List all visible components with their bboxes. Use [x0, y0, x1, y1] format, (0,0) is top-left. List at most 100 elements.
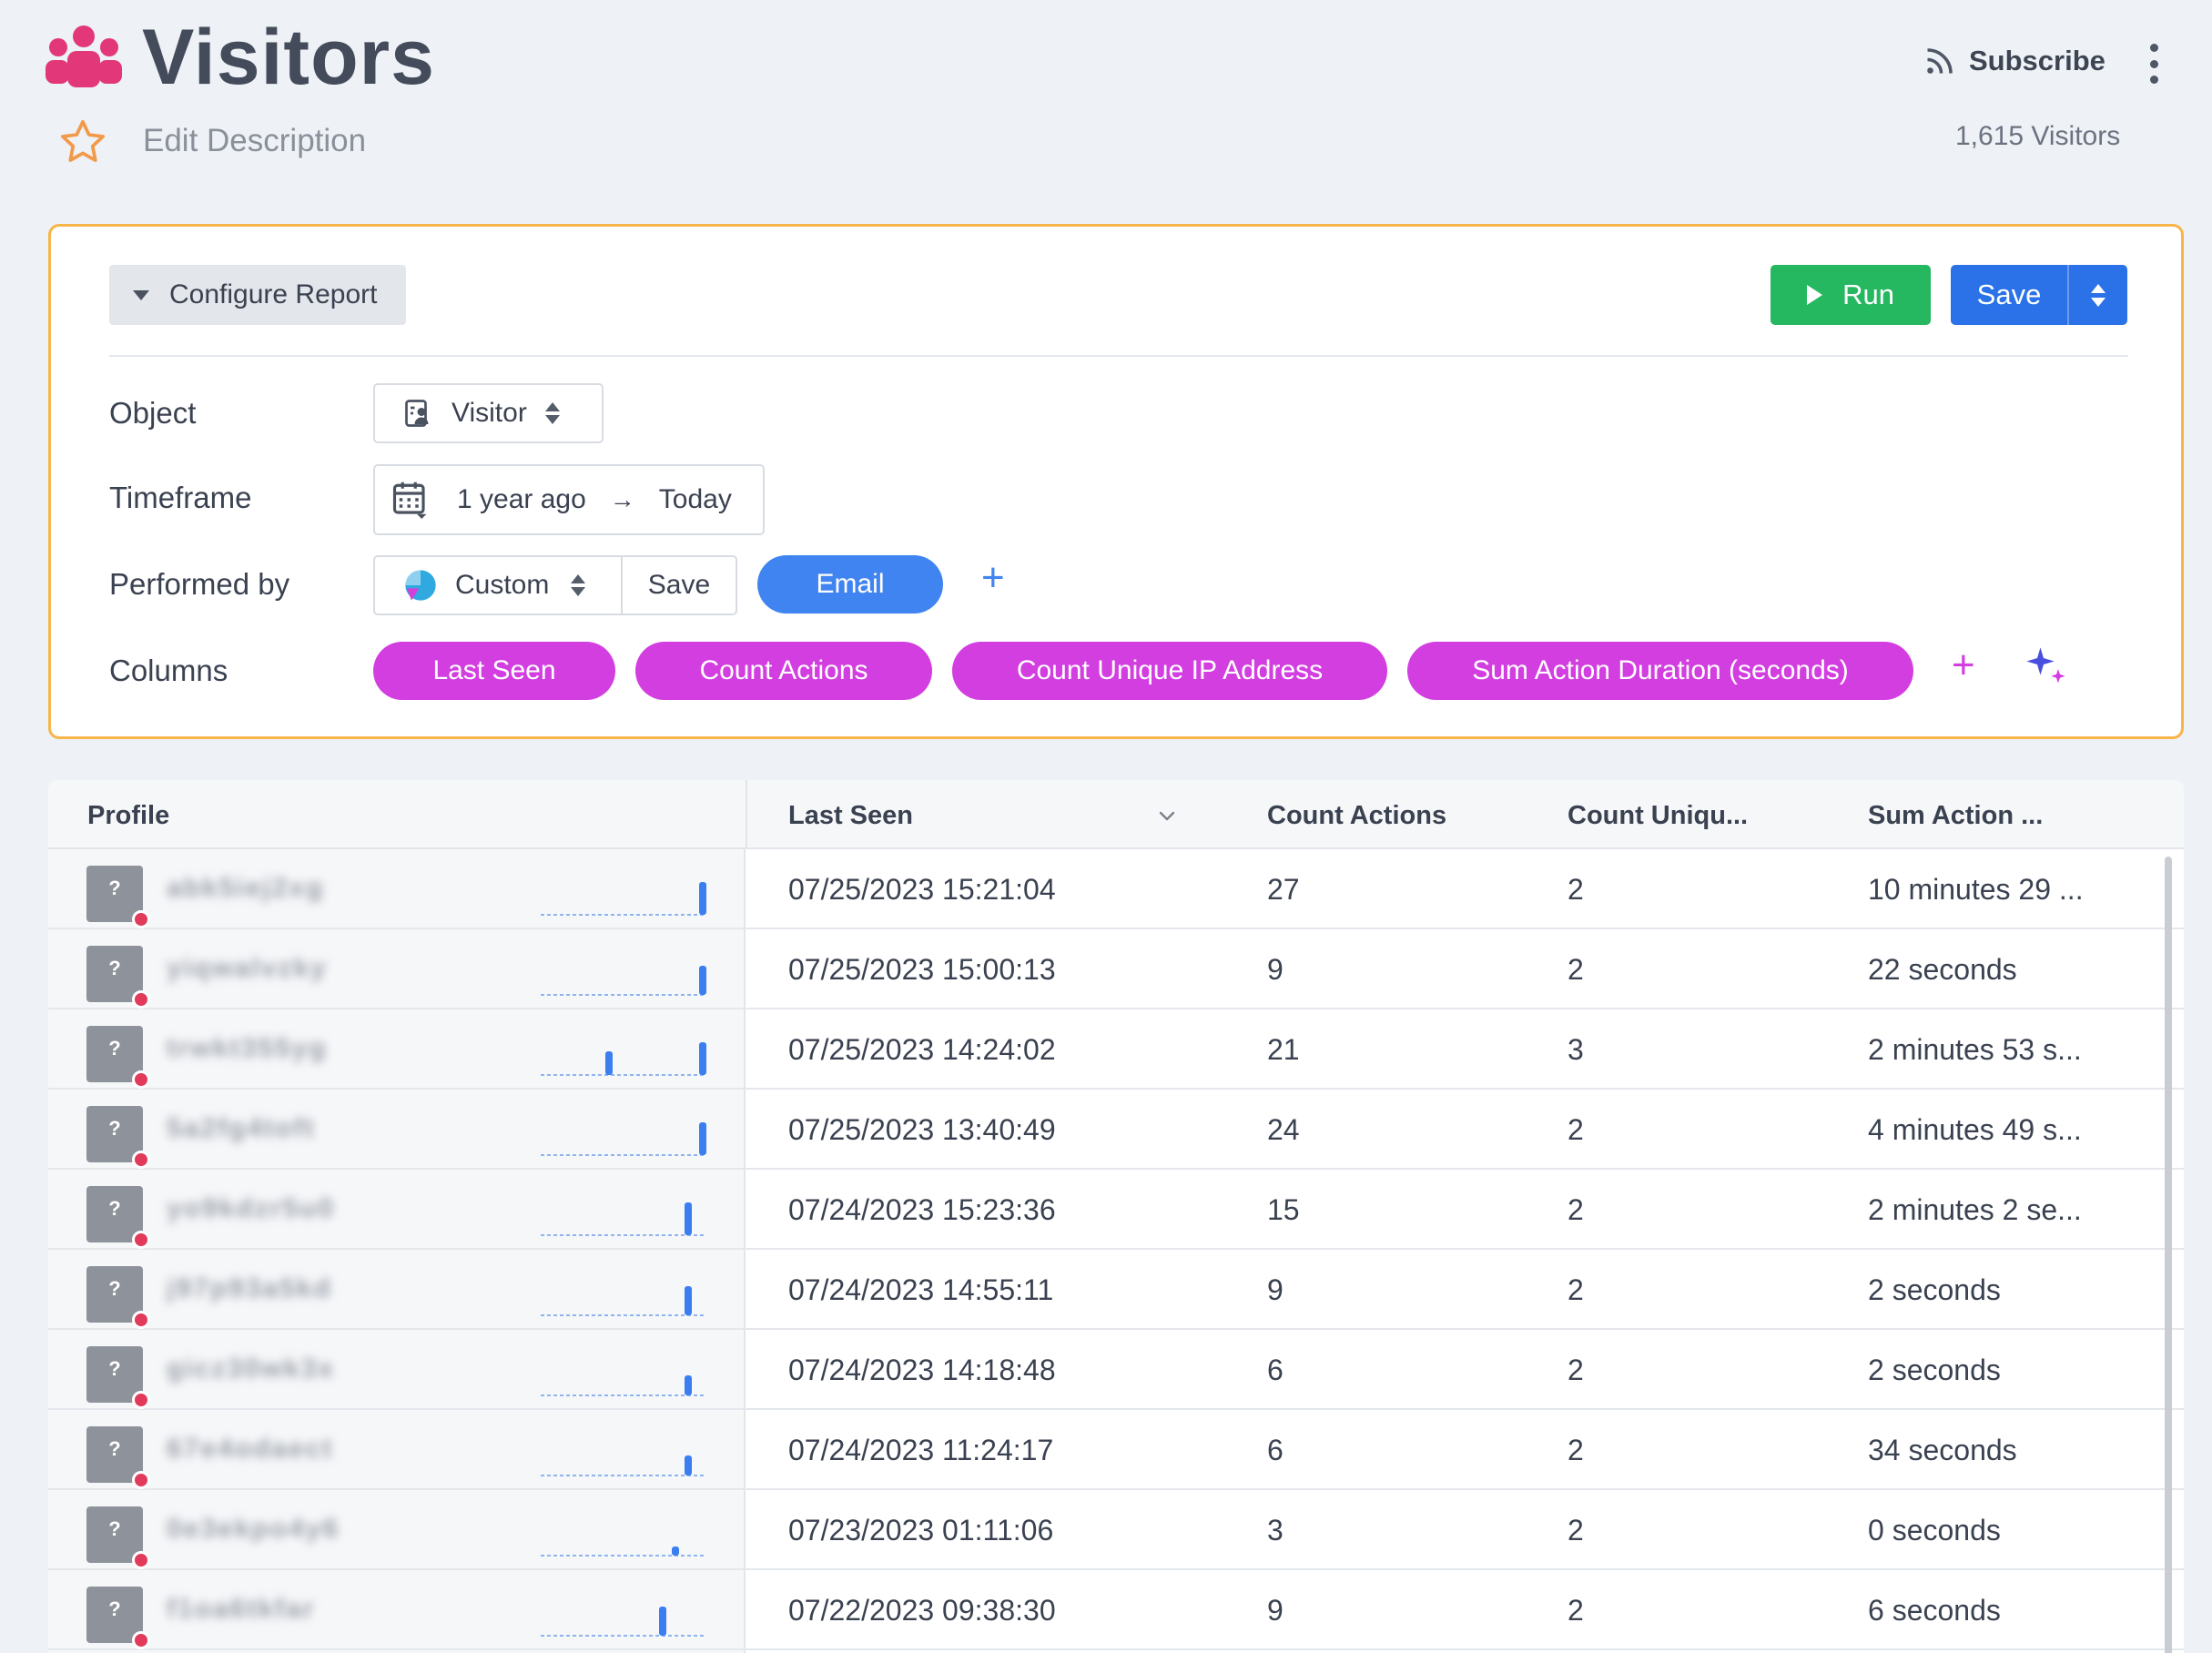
profile-id[interactable]: yiqwalvzky [167, 953, 328, 983]
cell-last-seen: 07/25/2023 15:21:04 [788, 873, 1056, 906]
visitor-card-icon [405, 400, 429, 427]
avatar[interactable]: ? [86, 1587, 150, 1649]
profile-id[interactable]: yo9kdzr5u0 [167, 1193, 336, 1223]
sort-descending-icon[interactable] [1156, 805, 1178, 826]
timeframe-to: Today [658, 484, 732, 514]
column-header-count-unique-ip[interactable]: Count Uniqu... [1568, 801, 1749, 830]
run-label: Run [1842, 279, 1894, 310]
status-dot [132, 1631, 150, 1649]
cell-count-actions: 6 [1267, 1354, 1284, 1386]
sparkline-bar [659, 1607, 666, 1636]
cell-last-seen: 07/24/2023 15:23:36 [788, 1193, 1056, 1226]
activity-sparkline [541, 966, 706, 996]
arrow-right-icon: → [609, 485, 635, 513]
add-segment-icon[interactable]: + [981, 555, 1005, 600]
profile-id[interactable]: j97p93a5kd [167, 1273, 332, 1303]
cell-sum-duration: 4 minutes 49 s... [1868, 1113, 2082, 1146]
performed-by-select[interactable]: Custom Save [373, 555, 737, 615]
avatar[interactable]: ? [86, 1426, 150, 1489]
column-header-sum-duration[interactable]: Sum Action ... [1868, 801, 2044, 830]
profile-id[interactable]: abk5iej2xg [167, 873, 325, 903]
column-header-profile[interactable]: Profile [87, 801, 170, 830]
configure-report-toggle[interactable]: Configure Report [109, 265, 406, 325]
avatar[interactable]: ? [86, 946, 150, 1009]
sparkline-bar [685, 1455, 692, 1476]
profile-id[interactable]: 5a2fg4toft [167, 1113, 316, 1143]
ai-sparkle-icon[interactable] [2023, 644, 2070, 691]
column-pill-count-unique-ip[interactable]: Count Unique IP Address [952, 642, 1387, 700]
object-select[interactable]: Visitor [373, 383, 604, 443]
run-button[interactable]: Run [1771, 265, 1931, 325]
cell-last-seen: 07/22/2023 09:38:30 [788, 1594, 1056, 1627]
sparkline-bar [685, 1202, 692, 1235]
cell-last-seen: 07/24/2023 14:55:11 [788, 1273, 1054, 1306]
status-dot [132, 1471, 150, 1489]
activity-sparkline [541, 1122, 706, 1156]
cell-sum-duration: 34 seconds [1868, 1434, 2017, 1466]
save-segment-button[interactable]: Save [623, 570, 736, 601]
save-options-icon[interactable] [2069, 265, 2127, 325]
subscribe-button[interactable]: Subscribe [1923, 45, 2105, 77]
table-row[interactable]: ? yo9kdzr5u0 07/24/2023 15:23:36 15 2 2 minut… [48, 1170, 2184, 1250]
vertical-scrollbar[interactable] [2165, 857, 2172, 1653]
avatar[interactable]: ? [86, 1186, 150, 1249]
sparkline-bar [699, 882, 706, 915]
sparkline-bar [699, 1042, 706, 1075]
table-row[interactable]: ? gicz30wk3x 07/24/2023 14:18:48 6 2 2 second… [48, 1330, 2184, 1410]
sparkline-bar [672, 1547, 679, 1556]
cell-count-actions: 21 [1267, 1033, 1300, 1066]
object-label: Object [109, 396, 197, 430]
table-row[interactable]: ? trwkt355yg 07/25/2023 14:24:02 21 3 2 minut… [48, 1009, 2184, 1090]
save-label: Save [1951, 265, 2069, 325]
avatar[interactable]: ? [86, 866, 150, 928]
profile-id[interactable]: f1oa6tkfar [167, 1594, 316, 1624]
edit-description-link[interactable]: Edit Description [143, 123, 367, 158]
profile-id[interactable]: 0e3ekpo4y6 [167, 1514, 340, 1544]
cell-count-unique-ip: 2 [1568, 953, 1584, 986]
cell-count-actions: 9 [1267, 1594, 1284, 1627]
kebab-menu-icon[interactable] [2143, 44, 2165, 84]
performed-by-value: Custom [455, 570, 550, 600]
column-header-last-seen[interactable]: Last Seen [788, 801, 913, 830]
column-header-count-actions[interactable]: Count Actions [1267, 801, 1447, 830]
avatar[interactable]: ? [86, 1106, 150, 1169]
avatar[interactable]: ? [86, 1266, 150, 1329]
column-pill-last-seen[interactable]: Last Seen [373, 642, 615, 700]
column-pill-count-actions[interactable]: Count Actions [635, 642, 932, 700]
timeframe-picker[interactable]: 1 year ago → Today [373, 464, 765, 535]
select-arrows-icon [571, 574, 586, 596]
avatar[interactable]: ? [86, 1506, 150, 1569]
cell-count-actions: 3 [1267, 1514, 1284, 1547]
save-report-button[interactable]: Save [1951, 265, 2127, 325]
activity-sparkline [541, 882, 706, 916]
table-row[interactable]: ? yiqwalvzky 07/25/2023 15:00:13 9 2 22 secon… [48, 929, 2184, 1009]
caret-down-icon [133, 289, 149, 300]
rss-icon [1927, 48, 1953, 74]
configure-report-label: Configure Report [169, 279, 378, 309]
status-dot [132, 990, 150, 1009]
profile-id[interactable]: trwkt355yg [167, 1033, 328, 1063]
column-pill-sum-duration[interactable]: Sum Action Duration (seconds) [1407, 642, 1913, 700]
visitors-table: Profile Last Seen Count Actions Count Un… [48, 780, 2184, 1653]
table-row[interactable]: ? 5a2fg4toft 07/25/2023 13:40:49 24 2 4 minut… [48, 1090, 2184, 1170]
add-column-icon[interactable]: + [1952, 643, 1975, 687]
table-row[interactable]: ? 0e3ekpo4y6 07/23/2023 01:11:06 3 2 0 second… [48, 1490, 2184, 1570]
table-row[interactable]: ? 67e4odaect 07/24/2023 11:24:17 6 2 34 secon… [48, 1410, 2184, 1490]
profile-id[interactable]: 67e4odaect [167, 1434, 334, 1464]
custom-segment-icon [405, 570, 436, 601]
divider [109, 355, 2128, 357]
avatar[interactable]: ? [86, 1346, 150, 1409]
table-row[interactable]: ? abk5iej2xg 07/25/2023 15:21:04 27 2 10 minu… [48, 849, 2184, 929]
activity-sparkline [541, 1455, 705, 1476]
avatar[interactable]: ? [86, 1026, 150, 1089]
profile-id[interactable]: gicz30wk3x [167, 1354, 336, 1384]
segment-pill-email[interactable]: Email [757, 555, 943, 614]
table-row[interactable]: ? j97p93a5kd 07/24/2023 14:55:11 9 2 2 second… [48, 1250, 2184, 1330]
activity-sparkline [541, 1607, 705, 1637]
sparkline-bar [685, 1375, 692, 1395]
table-row[interactable]: ? f1oa6tkfar 07/22/2023 09:38:30 9 2 6 second… [48, 1570, 2184, 1650]
cell-count-unique-ip: 2 [1568, 1193, 1584, 1226]
status-dot [132, 1151, 150, 1169]
star-icon[interactable] [56, 117, 109, 167]
performed-by-label: Performed by [109, 567, 290, 601]
